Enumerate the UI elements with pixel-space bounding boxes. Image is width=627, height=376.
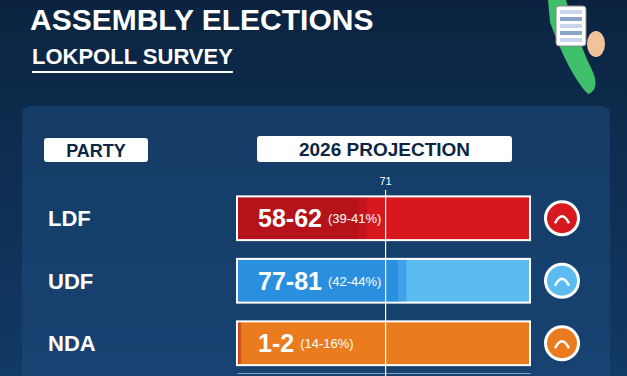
bar-border xyxy=(237,259,530,303)
ballot-row xyxy=(560,31,582,35)
bar-track xyxy=(237,321,530,365)
bar xyxy=(237,259,398,303)
x-label: 2026 PROJECTION xyxy=(299,139,470,160)
bar-track xyxy=(237,196,530,240)
bar-border xyxy=(237,196,530,240)
category-label: NDA xyxy=(48,331,96,356)
y-label: PARTY xyxy=(66,141,126,161)
icon-ring xyxy=(544,325,580,361)
title: ASSEMBLY ELECTIONS xyxy=(30,3,373,36)
icon-symbol xyxy=(555,279,569,286)
annotation: 71 xyxy=(379,175,391,187)
party-icon xyxy=(544,200,580,236)
icon-symbol xyxy=(555,341,569,348)
category-label: LDF xyxy=(48,206,91,231)
panel xyxy=(22,106,610,376)
data-label: 58-62 xyxy=(258,204,322,232)
vote-share-label: (14-16%) xyxy=(300,336,353,351)
ballot-row xyxy=(560,10,582,14)
ballot-machine xyxy=(556,6,586,46)
icon-fill xyxy=(547,266,577,296)
majority-line xyxy=(385,190,386,376)
plot-area xyxy=(237,196,530,365)
chart: ASSEMBLY ELECTIONS LOKPOLL SURVEY PARTY 202… xyxy=(0,0,627,376)
subtitle: LOKPOLL SURVEY xyxy=(32,44,233,69)
ballot-row xyxy=(560,24,582,28)
icon-fill xyxy=(547,328,577,358)
map-icon xyxy=(548,0,605,94)
axis-line xyxy=(238,373,531,374)
subtitle-underline xyxy=(32,71,233,73)
category-label: UDF xyxy=(48,269,93,294)
ballot-row xyxy=(560,17,582,21)
header-pill xyxy=(257,136,512,162)
hand xyxy=(587,31,605,57)
x-axis xyxy=(238,373,531,374)
data-label: 77-81 xyxy=(258,267,322,295)
icon-symbol xyxy=(555,216,569,223)
icon-ring xyxy=(544,263,580,299)
party-icon xyxy=(544,263,580,299)
header-pill xyxy=(44,138,148,162)
bar-border xyxy=(237,321,530,365)
icon-fill xyxy=(547,203,577,233)
vote-share-label: (39-41%) xyxy=(328,211,381,226)
data-label: 1-2 xyxy=(258,329,294,357)
icon-ring xyxy=(544,200,580,236)
bar-range xyxy=(239,321,241,365)
bar-track xyxy=(237,259,530,303)
ballot-row xyxy=(560,38,582,42)
party-icon xyxy=(544,325,580,361)
vote-share-label: (42-44%) xyxy=(328,274,381,289)
bar-range xyxy=(398,259,406,303)
